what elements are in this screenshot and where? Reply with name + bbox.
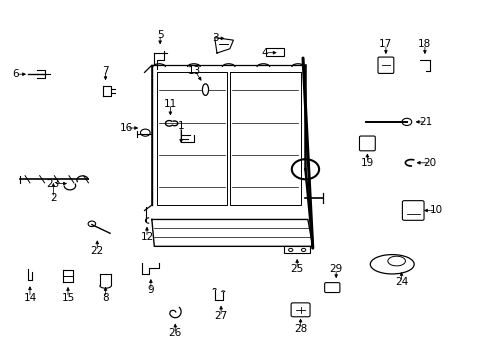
Text: 13: 13 [188,66,201,76]
Ellipse shape [202,84,208,95]
Text: 19: 19 [360,158,373,168]
Text: 27: 27 [214,311,227,321]
Text: 29: 29 [329,264,342,274]
Text: 4: 4 [261,48,268,58]
Text: 26: 26 [168,328,182,338]
Text: 28: 28 [293,324,306,334]
Text: 15: 15 [61,293,75,303]
Text: 24: 24 [394,277,407,287]
Text: 16: 16 [120,123,133,133]
Text: 7: 7 [102,66,109,76]
Bar [284,246,309,253]
Text: 25: 25 [290,264,303,274]
Text: 17: 17 [379,40,392,49]
Text: 18: 18 [417,40,430,49]
FancyBboxPatch shape [377,57,393,73]
Bar [265,49,283,56]
FancyBboxPatch shape [402,201,423,220]
FancyBboxPatch shape [290,303,309,317]
Text: 22: 22 [90,246,103,256]
FancyBboxPatch shape [359,136,374,151]
Text: 1: 1 [178,121,184,131]
Text: 9: 9 [147,285,154,296]
Text: 20: 20 [423,158,435,168]
Text: 10: 10 [429,206,442,216]
Text: 8: 8 [102,293,109,303]
Text: 5: 5 [157,30,163,40]
Text: 23: 23 [47,179,60,189]
Text: 14: 14 [23,293,37,303]
FancyBboxPatch shape [324,283,339,293]
Text: 2: 2 [50,193,57,203]
Text: 11: 11 [163,99,177,109]
Text: 12: 12 [140,232,153,242]
Text: 3: 3 [211,33,218,43]
Text: 6: 6 [12,69,19,79]
Text: 21: 21 [418,117,431,127]
